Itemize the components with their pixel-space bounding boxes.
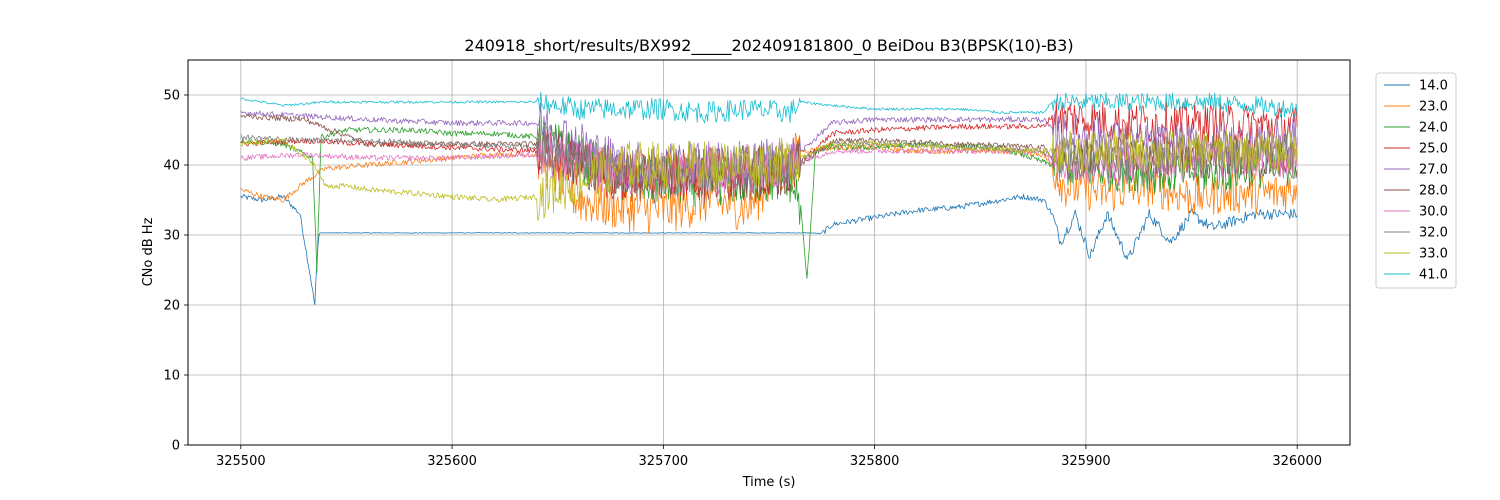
x-tick-label: 325700 <box>639 454 689 469</box>
x-tick-label: 326000 <box>1272 454 1322 469</box>
y-tick-label: 10 <box>163 369 180 384</box>
series-line-25-0 <box>240 99 1298 200</box>
legend: 14.0 23.0 24.0 25.0 27.0 28.0 30.0 32.0 33.0 41.0 <box>1375 72 1457 289</box>
series-line-14-0 <box>240 193 1298 306</box>
axis-ticks: 325500 325600 325700 325800 325900 326000 0 10 2… <box>163 89 1322 470</box>
y-tick-label: 30 <box>163 229 180 244</box>
series-line-23-0 <box>240 132 1298 234</box>
y-axis-label: CNo dB Hz <box>141 217 156 286</box>
x-axis-label: Time (s) <box>742 475 796 490</box>
legend-label: 24.0 <box>1419 121 1448 136</box>
legend-label: 27.0 <box>1419 163 1448 178</box>
legend-label: 33.0 <box>1419 247 1448 262</box>
x-tick-label: 325600 <box>427 454 477 469</box>
legend-label: 28.0 <box>1419 184 1448 199</box>
series-lines <box>240 91 1298 306</box>
x-tick-label: 325900 <box>1061 454 1111 469</box>
series-line-33-0 <box>240 129 1298 221</box>
plot-frame <box>187 59 1351 446</box>
x-tick-label: 325500 <box>216 454 266 469</box>
legend-label: 41.0 <box>1419 268 1448 283</box>
y-tick-label: 20 <box>163 299 180 314</box>
y-tick-label: 0 <box>172 439 180 454</box>
y-tick-label: 50 <box>163 89 180 104</box>
y-tick-label: 40 <box>163 159 180 174</box>
series-line-41-0 <box>240 91 1298 124</box>
legend-label: 14.0 <box>1419 79 1448 94</box>
chart-title: 240918_short/results/BX992_____202409181… <box>464 36 1073 56</box>
x-tick-label: 325800 <box>850 454 900 469</box>
legend-label: 30.0 <box>1419 205 1448 220</box>
legend-label: 32.0 <box>1419 226 1448 241</box>
legend-label: 25.0 <box>1419 142 1448 157</box>
legend-label: 23.0 <box>1419 100 1448 115</box>
